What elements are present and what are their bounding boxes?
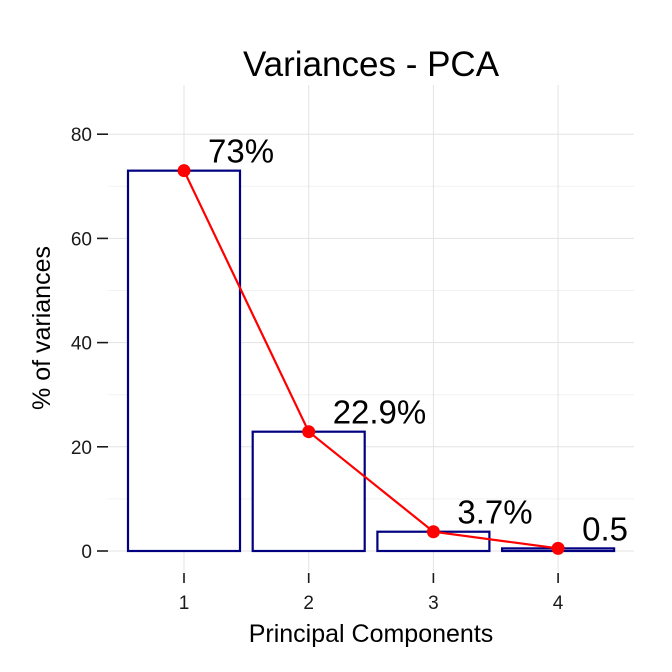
- y-tick-label: 0: [81, 542, 92, 563]
- y-axis-title: % of variances: [28, 246, 56, 410]
- data-label: 73%: [208, 133, 274, 170]
- x-tick-label: 2: [303, 593, 314, 614]
- chart-title: Variances - PCA: [243, 45, 500, 84]
- x-axis-title: Principal Components: [249, 620, 494, 648]
- y-axis: 0 20 40 60 80: [71, 125, 108, 563]
- bar: [251, 430, 366, 553]
- trend-line-path: [183, 170, 559, 550]
- data-label: 0.5: [582, 510, 628, 547]
- trend-line: [183, 170, 559, 550]
- bars: [126, 169, 616, 553]
- bar: [126, 169, 242, 553]
- y-tick-label: 20: [71, 438, 92, 459]
- x-tick-label: 4: [553, 593, 564, 614]
- data-point: [551, 541, 565, 555]
- points: [177, 164, 565, 555]
- data-point: [302, 425, 316, 439]
- data-point: [426, 525, 440, 539]
- y-tick-label: 60: [71, 229, 92, 250]
- x-tick-label: 3: [428, 593, 439, 614]
- x-tick-label: 1: [179, 593, 190, 614]
- data-labels: 73% 22.9% 3.7% 0.5: [208, 133, 628, 548]
- y-tick-label: 40: [71, 334, 92, 355]
- data-label: 22.9%: [333, 394, 427, 431]
- data-label: 3.7%: [457, 494, 532, 531]
- x-axis: 1 2 3 4: [179, 573, 564, 614]
- y-tick-label: 80: [71, 125, 92, 146]
- data-point: [177, 164, 191, 178]
